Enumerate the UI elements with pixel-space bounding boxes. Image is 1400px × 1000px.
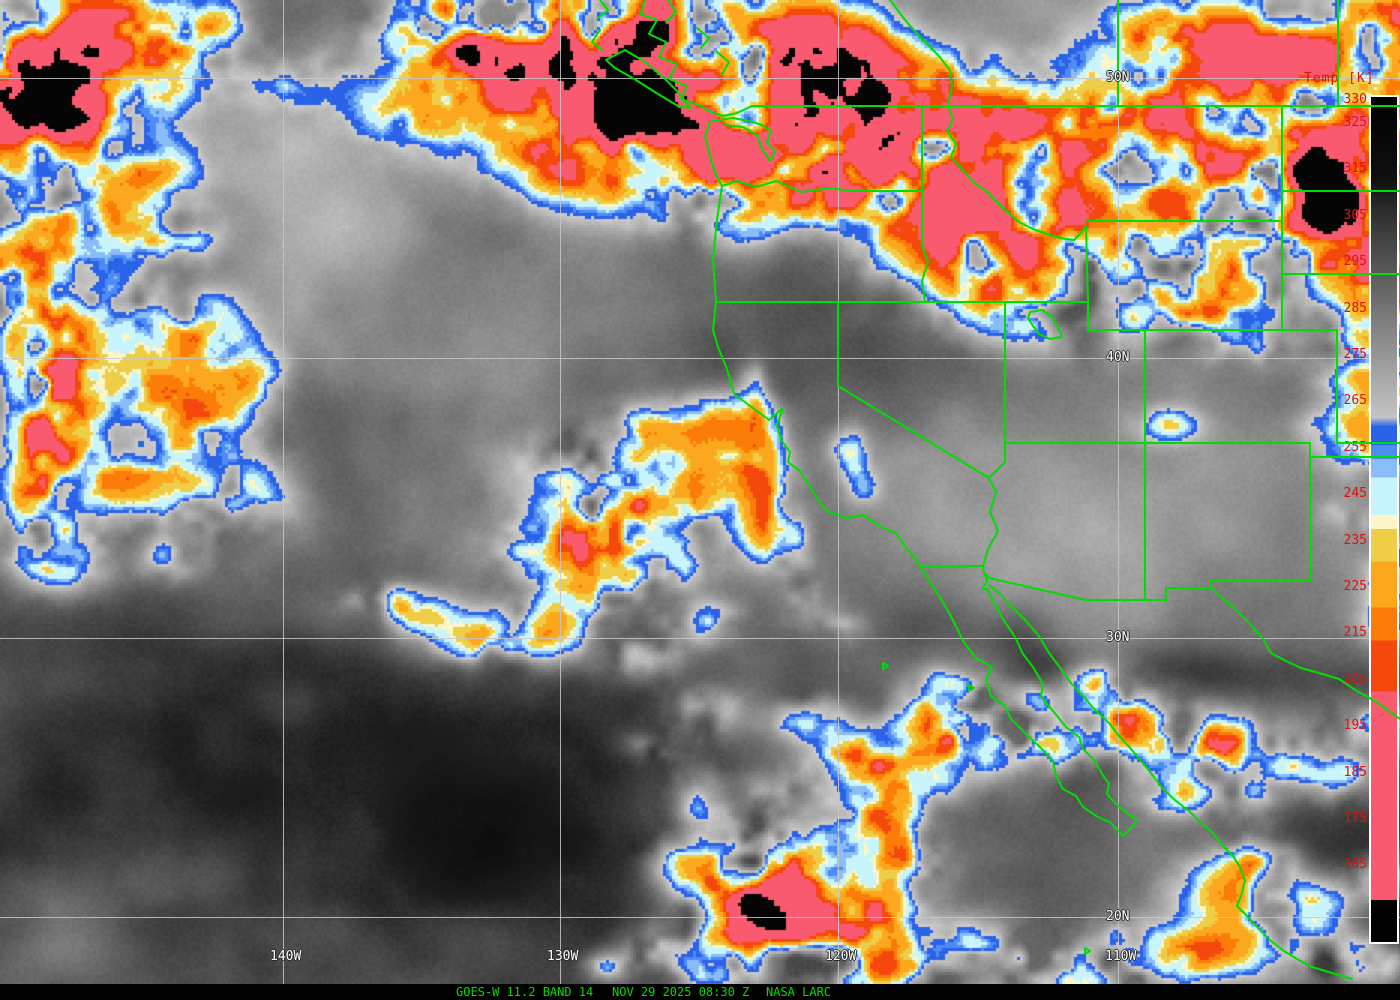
temp-tick-label: 330	[1343, 92, 1367, 107]
temp-tick-label: 185	[1343, 765, 1367, 780]
longitude-gridline	[560, 0, 561, 984]
temp-tick-label: 275	[1343, 347, 1367, 362]
caption-product: GOES-W 11.2 BAND 14	[456, 985, 594, 999]
temp-tick-label: 245	[1343, 486, 1367, 501]
longitude-label: 140W	[270, 949, 302, 964]
temperature-colorbar-gradient	[1371, 97, 1397, 942]
temp-tick-label: 235	[1343, 533, 1367, 548]
temp-tick-label: 165	[1343, 857, 1367, 872]
latitude-label: 20N	[1106, 909, 1130, 924]
latitude-label: 30N	[1106, 630, 1130, 645]
temp-tick-label: 215	[1343, 625, 1367, 640]
latitude-gridline	[0, 638, 1400, 639]
longitude-gridline	[283, 0, 284, 984]
longitude-gridline	[1118, 0, 1119, 984]
longitude-label: 120W	[825, 949, 857, 964]
temp-tick-label: 325	[1343, 115, 1367, 130]
longitude-label: 110W	[1105, 949, 1137, 964]
longitude-label: 130W	[547, 949, 579, 964]
temp-tick-label: 225	[1343, 579, 1367, 594]
latitude-label: 40N	[1106, 350, 1130, 365]
temp-tick-label: 195	[1343, 718, 1367, 733]
temp-tick-label: 265	[1343, 393, 1367, 408]
temp-tick-label: 175	[1343, 811, 1367, 826]
latitude-label: 50N	[1106, 70, 1130, 85]
caption-datetime: NOV 29 2025 08:30 Z	[612, 985, 750, 999]
temperature-colorbar	[1369, 95, 1399, 944]
latitude-gridline	[0, 358, 1400, 359]
temp-tick-label: 205	[1343, 672, 1367, 687]
temp-tick-label: 295	[1343, 254, 1367, 269]
temp-tick-label: 315	[1343, 161, 1367, 176]
colorbar-title: Temp [K]	[1304, 71, 1375, 86]
longitude-gridline	[838, 0, 839, 984]
temp-tick-label: 255	[1343, 440, 1367, 455]
temp-tick-label: 305	[1343, 208, 1367, 223]
caption-bar: GOES-W 11.2 BAND 14 NOV 29 2025 08:30 Z …	[0, 984, 1400, 1000]
latitude-gridline	[0, 78, 1400, 79]
temp-tick-label: 285	[1343, 301, 1367, 316]
latitude-gridline	[0, 917, 1400, 918]
caption-credit: NASA LARC	[766, 985, 832, 999]
